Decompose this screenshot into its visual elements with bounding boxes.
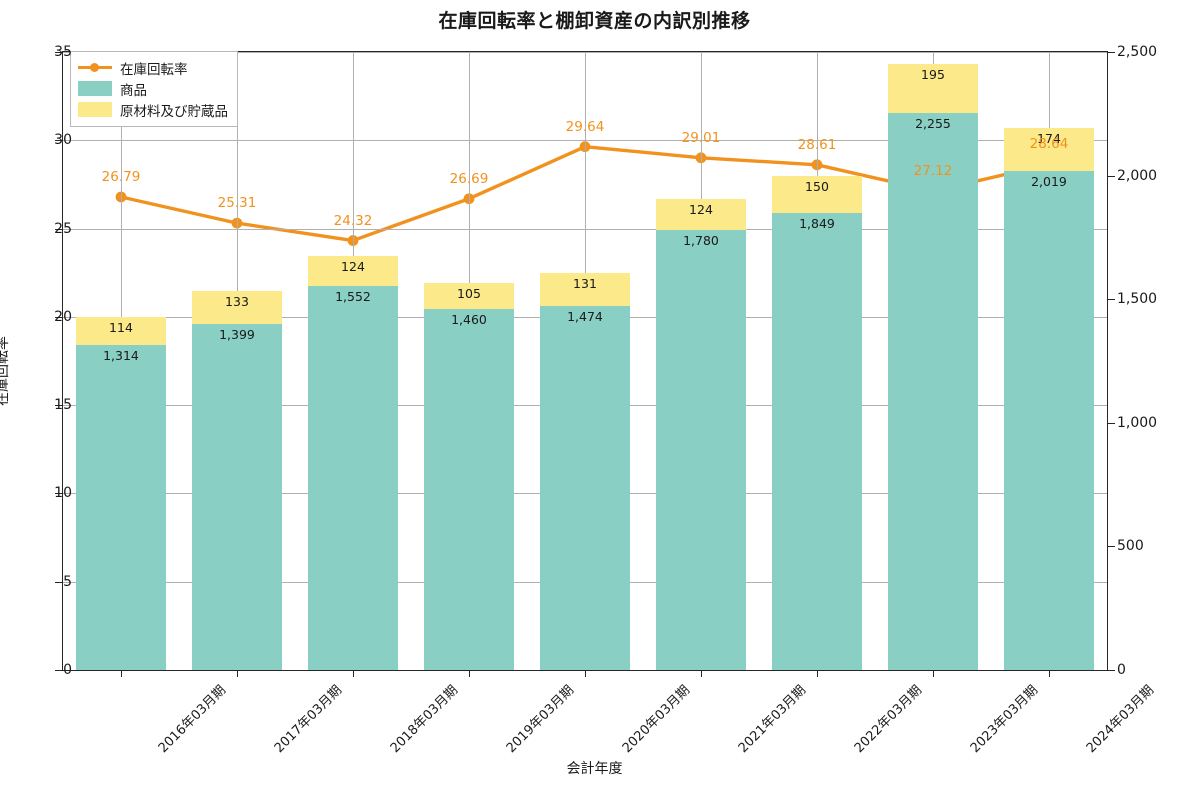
x-axis-tick-label: 2022年03月期	[851, 682, 926, 757]
y-axis-right-tickmark	[1108, 422, 1115, 424]
legend-item-label: 在庫回転率	[120, 61, 188, 78]
bar-segment-shohin[interactable]	[191, 324, 283, 670]
legend-swatch-icon	[78, 81, 112, 96]
y-axis-left-tickmark	[55, 493, 62, 495]
y-axis-left-tickmark	[55, 140, 62, 142]
y-axis-left-tick-label: 0	[63, 662, 72, 678]
bar-segment-genzairyo[interactable]	[887, 64, 979, 113]
x-axis-tickmark	[585, 671, 586, 677]
y-axis-left-tick-label: 10	[54, 485, 72, 502]
line-marker[interactable]	[115, 191, 127, 203]
y-axis-left-tickmark	[55, 581, 62, 583]
y-axis-left-tickmark	[55, 316, 62, 318]
line-marker[interactable]	[695, 152, 707, 164]
legend-item-label: 原材料及び貯蔵品	[120, 103, 228, 120]
x-axis-tick-label: 2017年03月期	[271, 682, 346, 757]
legend-item[interactable]: 原材料及び貯蔵品	[78, 99, 228, 120]
legend-line-icon	[78, 60, 112, 75]
plot-area: 1,314 114 1,399 133 1,552 124 1,460 105 1,474 131…	[62, 51, 1108, 671]
bar-segment-genzairyo[interactable]	[423, 283, 515, 310]
x-axis-tickmark	[237, 671, 238, 677]
chart-title: 在庫回転率と棚卸資産の内訳別推移	[438, 10, 751, 32]
bar-segment-genzairyo[interactable]	[1003, 127, 1095, 171]
y-axis-left-title: 在庫回転率	[0, 336, 11, 406]
y-axis-right-tick-label: 500	[1117, 538, 1144, 555]
y-axis-left-tick-label: 5	[63, 573, 72, 590]
bar-segment-genzairyo[interactable]	[771, 175, 863, 213]
x-axis-tickmark	[121, 671, 122, 677]
bar-segment-shohin[interactable]	[539, 305, 631, 670]
bar-segment-genzairyo[interactable]	[655, 199, 747, 230]
bar-group[interactable]: 2,019 174	[1003, 127, 1095, 670]
y-axis-left-tickmark	[55, 52, 62, 53]
x-axis-tickmark	[933, 671, 934, 677]
bar-segment-shohin[interactable]	[423, 309, 515, 670]
y-axis-left-tickmark	[55, 228, 62, 230]
bar-group[interactable]: 1,849 150	[771, 175, 863, 670]
legend-item[interactable]: 在庫回転率	[78, 57, 228, 78]
x-axis-tickmark	[701, 671, 702, 677]
y-axis-right-tickmark	[1108, 546, 1115, 548]
line-marker[interactable]	[811, 159, 823, 171]
y-axis-right-tick-label: 1,000	[1117, 414, 1158, 431]
x-axis-tick-label: 2024年03月期	[1083, 682, 1158, 757]
x-axis-tick-label: 2018年03月期	[387, 682, 462, 757]
y-axis-right-tickmark	[1108, 52, 1115, 53]
bar-group[interactable]: 1,474 131	[539, 273, 631, 670]
bar-segment-genzairyo[interactable]	[191, 291, 283, 325]
bar-segment-shohin[interactable]	[75, 345, 167, 670]
x-axis-tickmark	[817, 671, 818, 677]
bar-segment-shohin[interactable]	[307, 286, 399, 670]
bar-segment-shohin[interactable]	[655, 229, 747, 670]
x-axis-title: 会計年度	[566, 761, 623, 777]
y-axis-left-tick-label: 25	[54, 220, 72, 237]
bar-segment-shohin[interactable]	[887, 112, 979, 670]
x-axis-tick-label: 2019年03月期	[503, 682, 578, 757]
y-axis-left-tickmark	[55, 670, 62, 671]
line-marker[interactable]	[579, 141, 591, 153]
x-axis-tick-label: 2020年03月期	[619, 682, 694, 757]
bar-group[interactable]: 1,399 133	[191, 291, 283, 670]
x-axis-tickmark	[1049, 671, 1050, 677]
y-axis-right-tick-label: 1,500	[1117, 291, 1158, 308]
y-axis-right-tick-label: 0	[1117, 662, 1126, 678]
x-axis-tick-label: 2021年03月期	[735, 682, 810, 757]
bar-segment-genzairyo[interactable]	[75, 317, 167, 346]
y-axis-left-tick-label: 15	[54, 397, 72, 414]
y-axis-right-tick-label: 2,000	[1117, 167, 1158, 184]
y-axis-left-tickmark	[55, 405, 62, 407]
bar-group[interactable]: 1,460 105	[423, 283, 515, 670]
bar-segment-genzairyo[interactable]	[539, 273, 631, 306]
y-axis-right-tickmark	[1108, 175, 1115, 177]
legend-item-label: 商品	[120, 82, 147, 99]
y-axis-right-tickmark	[1108, 299, 1115, 301]
bar-group[interactable]: 1,780 124	[655, 199, 747, 670]
bar-group[interactable]: 1,552 124	[307, 255, 399, 670]
chart-legend: 在庫回転率商品原材料及び貯蔵品	[70, 51, 238, 127]
x-axis-tick-label: 2016年03月期	[155, 682, 230, 757]
y-axis-left-tick-label: 35	[54, 44, 72, 60]
bar-group[interactable]: 1,314 114	[75, 317, 167, 670]
bar-segment-genzairyo[interactable]	[307, 255, 399, 287]
legend-item[interactable]: 商品	[78, 78, 228, 99]
bar-segment-shohin[interactable]	[771, 212, 863, 670]
bar-segment-shohin[interactable]	[1003, 170, 1095, 670]
y-axis-left-tick-label: 30	[54, 132, 72, 149]
x-axis-tickmark	[353, 671, 354, 677]
y-axis-left-tick-label: 20	[54, 308, 72, 325]
bar-group[interactable]: 2,255 195	[887, 64, 979, 670]
legend-swatch-icon	[78, 102, 112, 117]
x-axis-tick-label: 2023年03月期	[967, 682, 1042, 757]
y-axis-right-tick-label: 2,500	[1117, 44, 1158, 60]
y-axis-right-tickmark	[1108, 670, 1115, 671]
x-axis-tickmark	[469, 671, 470, 677]
